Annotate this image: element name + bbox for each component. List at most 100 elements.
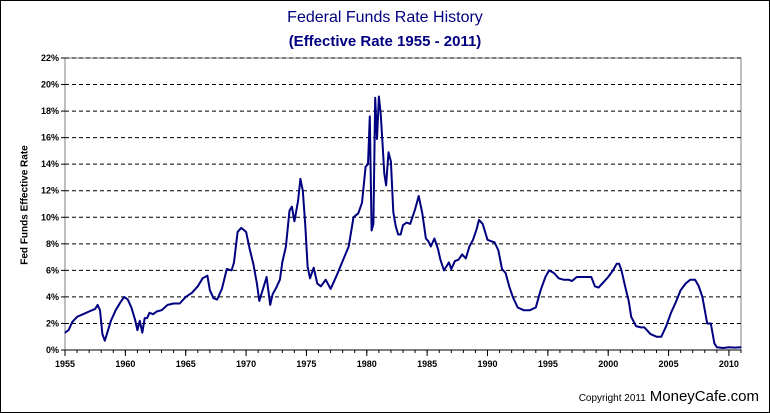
data-point — [369, 115, 371, 117]
data-point — [628, 300, 630, 302]
data-point — [272, 293, 274, 295]
data-point — [395, 226, 397, 228]
data-point — [245, 231, 247, 233]
data-point — [425, 237, 427, 240]
data-point — [348, 245, 350, 248]
chart-title: Federal Funds Rate History — [287, 9, 483, 26]
data-point — [97, 304, 99, 306]
data-point — [694, 279, 696, 281]
x-tick-label: 1965 — [176, 359, 196, 369]
data-point — [713, 342, 716, 344]
data-point — [288, 210, 291, 212]
data-point — [134, 318, 136, 321]
data-point — [553, 272, 555, 274]
data-point — [418, 195, 420, 197]
data-point — [266, 276, 268, 278]
data-point — [115, 309, 117, 311]
data-point — [139, 320, 141, 322]
data-point — [624, 285, 626, 287]
data-point — [433, 237, 435, 240]
data-point — [119, 301, 122, 303]
data-point — [468, 245, 470, 248]
data-point — [94, 308, 96, 310]
data-point — [123, 296, 125, 298]
data-point — [383, 172, 385, 175]
data-point — [665, 325, 667, 327]
data-point — [710, 322, 712, 325]
y-tick-label: 4% — [46, 292, 59, 302]
data-point — [706, 322, 708, 325]
data-point — [535, 306, 537, 309]
data-point — [156, 310, 158, 313]
data-point — [202, 277, 204, 279]
data-point — [367, 163, 369, 165]
data-point — [437, 248, 439, 250]
data-point — [325, 279, 327, 281]
data-point — [130, 306, 132, 309]
data-point — [529, 309, 531, 311]
data-point — [197, 285, 199, 287]
x-tick-label: 2010 — [719, 359, 739, 369]
data-point — [643, 326, 646, 328]
data-point — [540, 289, 542, 291]
data-point — [99, 309, 101, 311]
data-point — [269, 304, 271, 306]
data-point — [71, 321, 73, 323]
data-point — [320, 285, 322, 287]
data-point — [675, 301, 677, 303]
data-point — [275, 287, 277, 289]
data-point — [406, 222, 408, 224]
data-point — [701, 296, 704, 298]
data-point — [450, 268, 452, 270]
data-point — [110, 320, 112, 322]
data-point — [567, 279, 570, 281]
data-point — [237, 231, 239, 233]
data-point — [293, 220, 295, 222]
data-point — [728, 346, 730, 348]
data-point — [385, 184, 387, 186]
data-point — [594, 285, 596, 287]
data-point — [152, 313, 154, 315]
data-point — [443, 269, 445, 271]
data-point — [179, 302, 181, 305]
data-point — [618, 263, 620, 265]
data-point — [740, 346, 742, 348]
data-point — [365, 166, 367, 168]
data-point — [397, 233, 399, 236]
data-point — [402, 224, 404, 226]
data-point — [252, 263, 254, 265]
data-point — [76, 316, 78, 318]
data-point — [297, 200, 299, 202]
data-point — [361, 202, 363, 204]
data-point — [430, 245, 432, 248]
data-point — [649, 333, 652, 335]
data-point — [400, 233, 402, 236]
data-point — [454, 260, 456, 262]
data-point — [212, 297, 215, 299]
data-point — [313, 267, 315, 269]
data-point — [558, 277, 560, 279]
data-point — [233, 261, 235, 263]
data-point — [376, 138, 378, 140]
data-point — [299, 178, 301, 180]
data-point — [660, 336, 662, 338]
data-point — [380, 113, 382, 115]
data-point — [472, 239, 474, 241]
data-point — [144, 317, 146, 319]
data-point — [640, 326, 642, 328]
data-point — [505, 272, 507, 274]
y-tick-label: 16% — [41, 133, 59, 143]
data-point — [598, 287, 600, 289]
data-point — [501, 268, 503, 270]
data-point — [630, 316, 632, 318]
data-point — [206, 275, 208, 277]
data-point — [414, 208, 416, 210]
data-point — [342, 260, 344, 262]
data-point — [258, 300, 260, 302]
data-point — [612, 269, 614, 271]
data-point — [734, 347, 736, 349]
data-point — [544, 276, 547, 278]
data-point — [106, 332, 108, 334]
data-point — [226, 268, 228, 270]
